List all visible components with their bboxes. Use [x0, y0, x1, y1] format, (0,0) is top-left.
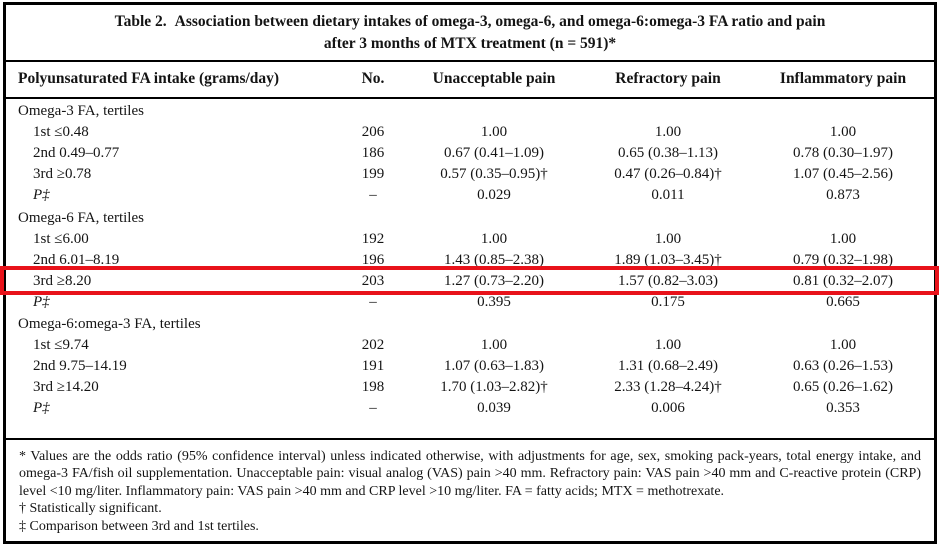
- section-label: Omega-6 FA, tertiles: [18, 209, 144, 226]
- value-cell: 1.00: [480, 124, 508, 140]
- p-value-row: P‡ – 0.029 0.011 0.873: [6, 185, 934, 206]
- section-row-omega3: Omega-3 FA, tertiles: [6, 98, 934, 122]
- footnotes: * Values are the odds ratio (95% confide…: [6, 437, 934, 542]
- table-title-line1: Table 2. Association between dietary inta…: [30, 11, 910, 33]
- header-row: Polyunsaturated FA intake (grams/day) No…: [6, 62, 934, 99]
- value-cell: 1.07 (0.45–2.56): [793, 166, 893, 182]
- footnote-asterisk: * Values are the odds ratio (95% confide…: [19, 448, 921, 499]
- table-title: Table 2. Association between dietary inta…: [6, 5, 934, 62]
- section-row-omega6: Omega-6 FA, tertiles: [6, 206, 934, 229]
- value-cell: 1.00: [829, 337, 857, 353]
- column-header-no: No.: [342, 62, 404, 99]
- no-cell: –: [369, 293, 377, 310]
- value-cell: 1.00: [654, 230, 682, 247]
- highlighted-table-row: 3rd ≥8.20 203 1.27 (0.73–2.20) 1.57 (0.8…: [6, 270, 934, 291]
- footnote-dagger: † Statistically significant.: [19, 501, 162, 516]
- p-value-cell: 0.029: [477, 187, 511, 203]
- no-cell: 186: [361, 145, 385, 161]
- table-row: 2nd 9.75–14.19 191 1.07 (0.63–1.83) 1.31…: [6, 356, 934, 377]
- value-cell: 0.65 (0.26–1.62): [793, 379, 893, 395]
- column-header-refractory-pain: Refractory pain: [584, 62, 752, 99]
- p-value-row: P‡ – 0.395 0.175 0.665: [6, 291, 934, 312]
- column-header-unacceptable-pain: Unacceptable pain: [404, 62, 584, 99]
- value-cell: 0.63 (0.26–1.53): [793, 358, 893, 374]
- row-label: 2nd 9.75–14.19: [33, 358, 127, 374]
- no-cell: –: [369, 400, 377, 416]
- no-cell: 206: [361, 124, 385, 140]
- value-cell: 1.00: [829, 124, 857, 140]
- table-row: 3rd ≥0.78 199 0.57 (0.35–0.95)† 0.47 (0.…: [6, 164, 934, 185]
- value-cell: 1.00: [829, 230, 857, 247]
- p-value-cell: 0.175: [651, 293, 685, 310]
- value-cell: 1.89 (1.03–3.45)†: [614, 251, 722, 268]
- table-2-frame: Table 2. Association between dietary inta…: [3, 2, 937, 544]
- value-cell: 0.65 (0.38–1.13): [618, 145, 718, 161]
- row-label: 3rd ≥0.78: [33, 166, 92, 182]
- no-cell: 192: [361, 230, 385, 247]
- table-title-line2: after 3 months of MTX treatment (n = 591…: [323, 35, 617, 52]
- section-label: Omega-3 FA, tertiles: [18, 103, 144, 119]
- p-value-cell: 0.873: [826, 187, 860, 203]
- value-cell: 2.33 (1.28–4.24)†: [614, 379, 722, 395]
- no-cell: 199: [361, 166, 385, 182]
- value-cell: 0.78 (0.30–1.97): [793, 145, 893, 161]
- table-row: 1st ≤6.00 192 1.00 1.00 1.00: [6, 228, 934, 249]
- p-value-cell: 0.665: [826, 293, 860, 310]
- results-table: Polyunsaturated FA intake (grams/day) No…: [6, 62, 934, 419]
- table-row: 1st ≤9.74 202 1.00 1.00 1.00: [6, 335, 934, 356]
- column-header-inflammatory-pain: Inflammatory pain: [752, 62, 934, 99]
- footnote-double-dagger: ‡ Comparison between 3rd and 1st tertile…: [19, 518, 259, 534]
- value-cell: 1.57 (0.82–3.03): [618, 272, 718, 289]
- section-label: Omega-6:omega-3 FA, tertiles: [18, 316, 201, 332]
- p-value-cell: 0.006: [651, 400, 685, 416]
- row-label: 1st ≤6.00: [33, 230, 89, 247]
- row-label: 1st ≤0.48: [33, 124, 89, 140]
- value-cell: 0.79 (0.32–1.98): [793, 251, 893, 268]
- no-cell: 196: [361, 251, 385, 268]
- value-cell: 1.00: [480, 337, 508, 353]
- p-value-cell: 0.011: [651, 187, 685, 203]
- no-cell: 202: [361, 337, 385, 353]
- p-value-row: P‡ – 0.039 0.006 0.353: [6, 398, 934, 419]
- p-label: P‡: [33, 400, 50, 416]
- row-label: 1st ≤9.74: [33, 337, 89, 353]
- p-value-cell: 0.395: [477, 293, 511, 310]
- row-label: 3rd ≥8.20: [33, 272, 92, 289]
- no-cell: 203: [361, 272, 385, 289]
- value-cell: 1.43 (0.85–2.38): [444, 251, 544, 268]
- p-label: P‡: [33, 187, 50, 203]
- p-label: P‡: [33, 293, 50, 310]
- table-row: 2nd 6.01–8.19 196 1.43 (0.85–2.38) 1.89 …: [6, 249, 934, 270]
- table-title-text: Association between dietary intakes of o…: [174, 13, 826, 30]
- column-header-intake: Polyunsaturated FA intake (grams/day): [6, 62, 342, 99]
- section-row-omega6-omega3-ratio: Omega-6:omega-3 FA, tertiles: [6, 312, 934, 335]
- value-cell: 1.31 (0.68–2.49): [618, 358, 718, 374]
- value-cell: 1.00: [654, 124, 682, 140]
- no-cell: 191: [361, 358, 385, 374]
- no-cell: 198: [361, 379, 385, 395]
- row-label: 2nd 6.01–8.19: [33, 251, 120, 268]
- table-row: 3rd ≥14.20 198 1.70 (1.03–2.82)† 2.33 (1…: [6, 377, 934, 398]
- value-cell: 1.27 (0.73–2.20): [444, 272, 544, 289]
- no-cell: –: [369, 187, 377, 203]
- row-label: 3rd ≥14.20: [33, 379, 99, 395]
- value-cell: 1.00: [654, 337, 682, 353]
- row-label: 2nd 0.49–0.77: [33, 145, 120, 161]
- p-value-cell: 0.353: [826, 400, 860, 416]
- value-cell: 0.67 (0.41–1.09): [444, 145, 544, 161]
- table-row: 2nd 0.49–0.77 186 0.67 (0.41–1.09) 0.65 …: [6, 143, 934, 164]
- value-cell: 1.00: [480, 230, 508, 247]
- value-cell: 1.07 (0.63–1.83): [444, 358, 544, 374]
- value-cell: 0.47 (0.26–0.84)†: [614, 166, 722, 182]
- table-row: 1st ≤0.48 206 1.00 1.00 1.00: [6, 122, 934, 143]
- value-cell: 0.57 (0.35–0.95)†: [440, 166, 548, 182]
- value-cell: 1.70 (1.03–2.82)†: [440, 379, 548, 395]
- value-cell: 0.81 (0.32–2.07): [793, 272, 893, 289]
- p-value-cell: 0.039: [477, 400, 511, 416]
- table-number-label: Table 2.: [114, 13, 167, 30]
